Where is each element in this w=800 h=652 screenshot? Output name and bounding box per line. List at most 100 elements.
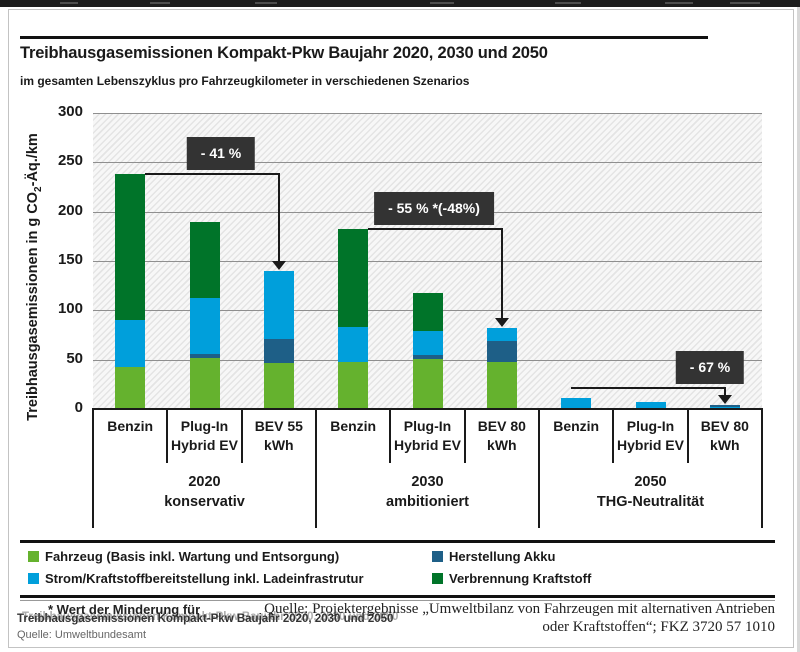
- source-right-line2: oder Kraftstoffen“; FKZ 3720 57 1010: [542, 618, 775, 635]
- bar-segment-fahrzeug: [189, 357, 220, 409]
- legend-swatch-fahrzeug: [28, 551, 39, 562]
- source-right-line1: Quelle: Projektergebnisse „Umweltbilanz …: [264, 601, 775, 617]
- x-label-plug-in-hybrid-ev: Plug-In Hybrid EV: [394, 418, 461, 453]
- y-tick-label: 250: [57, 152, 83, 170]
- x-group-separator: [538, 410, 540, 528]
- x-label-benzin: Benzin: [107, 418, 154, 434]
- strip-mark: [430, 2, 454, 4]
- legend-label: Fahrzeug (Basis inkl. Wartung und Entsor…: [45, 549, 340, 564]
- group-label-2050: 2050 THG-Neutralität: [596, 474, 705, 510]
- source-right: Quelle: Projektergebnisse „Umweltbilanz …: [255, 601, 775, 636]
- y-tick-label: 0: [74, 399, 83, 416]
- x-cell-separator: [463, 410, 466, 463]
- bar-segment-akku: [189, 353, 220, 358]
- annotation-arrowhead: [494, 318, 509, 328]
- strip-mark: [665, 2, 693, 4]
- bar-segment-strom: [263, 270, 294, 339]
- x-cell-separator: [240, 410, 243, 463]
- x-label-bev-80-kwh: BEV 80 kWh: [700, 418, 749, 453]
- x-label-bev-80-kwh: BEV 80 kWh: [477, 418, 526, 453]
- gridline: [93, 162, 762, 164]
- annotation-line: [500, 228, 503, 320]
- bar-segment-verbrennung: [189, 221, 220, 299]
- legend-label: Strom/Kraftstoffbereitstellung inkl. Lad…: [45, 571, 364, 586]
- bar-segment-strom: [486, 328, 517, 341]
- bar-segment-fahrzeug: [115, 366, 146, 409]
- bar-segment-akku: [486, 340, 517, 362]
- x-label-bev-55-kwh: BEV 55 kWh: [254, 418, 303, 453]
- legend-swatch-akku: [432, 551, 443, 562]
- annotation-line: [368, 228, 503, 231]
- y-tick-label: 100: [57, 300, 83, 318]
- bar-segment-akku: [263, 338, 294, 363]
- annotation-line: [145, 173, 280, 176]
- x-group-separator: [92, 410, 94, 528]
- bar-segment-fahrzeug: [263, 362, 294, 409]
- legend-label: Verbrennung Kraftstoff: [449, 571, 592, 586]
- bar-segment-verbrennung: [115, 174, 146, 321]
- x-cell-separator: [389, 410, 392, 463]
- y-tick-label: 300: [57, 103, 83, 120]
- x-group-separator: [315, 410, 317, 528]
- footnote-star: * Wert der Minderung für: [48, 602, 201, 617]
- annotation-line: [571, 387, 726, 390]
- chart-title: Treibhausgasemissionen Kompakt-Pkw Bauja…: [20, 44, 548, 62]
- annotation-line: [723, 387, 726, 397]
- bar-segment-fahrzeug: [486, 361, 517, 409]
- bar-segment-akku: [412, 354, 443, 359]
- bar-segment-strom: [189, 298, 220, 354]
- legend-label: Herstellung Akku: [449, 549, 556, 564]
- y-tick-label: 50: [66, 349, 83, 367]
- strip-mark: [150, 2, 170, 4]
- title-rule: [20, 36, 708, 39]
- group-label-2020: 2020 konservativ: [164, 474, 245, 510]
- window-edge: [797, 7, 800, 652]
- x-cell-separator: [686, 410, 689, 463]
- x-axis-line: [92, 408, 763, 410]
- bar-segment-strom: [561, 398, 592, 409]
- bar-segment-verbrennung: [412, 292, 443, 332]
- x-label-benzin: Benzin: [553, 418, 600, 434]
- gridline: [93, 261, 762, 262]
- bar-segment-akku: [709, 405, 740, 407]
- x-cell-separator: [166, 410, 169, 463]
- bar-segment-strom: [709, 406, 740, 409]
- y-tick-label: 200: [57, 201, 83, 219]
- bar-segment-strom: [635, 402, 666, 409]
- annotation-label: - 55 % *(-48%): [374, 192, 494, 226]
- legend-swatch-strom: [28, 573, 39, 584]
- legend-swatch-verbrennung: [432, 573, 443, 584]
- y-tick-label: 150: [57, 251, 83, 268]
- footer-caption-ghost: Treibhausgasemissionen Kompakt-Pkw Bauja…: [22, 611, 399, 623]
- bar-segment-strom: [412, 331, 443, 355]
- bar-segment-strom: [338, 327, 369, 362]
- gridline: [93, 113, 762, 114]
- group-label-2030: 2030 ambitioniert: [386, 474, 469, 510]
- source-left: Quelle: Umweltbundesamt: [17, 629, 147, 641]
- x-group-separator: [761, 410, 763, 528]
- annotation-label: - 67 %: [675, 351, 745, 385]
- strip-mark: [730, 2, 760, 4]
- strip-mark: [60, 2, 78, 4]
- legend-bottom-rule: [20, 595, 775, 598]
- annotation-line: [277, 173, 280, 262]
- legend-top-rule: [20, 540, 775, 543]
- x-label-plug-in-hybrid-ev: Plug-In Hybrid EV: [171, 418, 238, 453]
- strip-mark: [555, 2, 581, 4]
- bar-segment-strom: [115, 320, 146, 367]
- annotation-label: - 41 %: [186, 137, 256, 171]
- legend-bottom-thin-rule: [20, 599, 775, 601]
- footer-caption: Treibhausgasemissionen Kompakt-Pkw Bauja…: [17, 613, 394, 625]
- annotation-arrowhead: [271, 260, 286, 270]
- bar-segment-fahrzeug: [338, 361, 369, 409]
- x-label-benzin: Benzin: [330, 418, 377, 434]
- x-label-plug-in-hybrid-ev: Plug-In Hybrid EV: [617, 418, 684, 453]
- x-cell-separator: [612, 410, 615, 463]
- annotation-arrowhead: [717, 395, 732, 405]
- bar-segment-verbrennung: [338, 229, 369, 328]
- strip-mark: [255, 2, 277, 4]
- y-axis-title-subscript: 2: [33, 186, 44, 192]
- bar-segment-fahrzeug: [412, 358, 443, 409]
- chart-subtitle: im gesamten Lebenszyklus pro Fahrzeugkil…: [20, 74, 470, 88]
